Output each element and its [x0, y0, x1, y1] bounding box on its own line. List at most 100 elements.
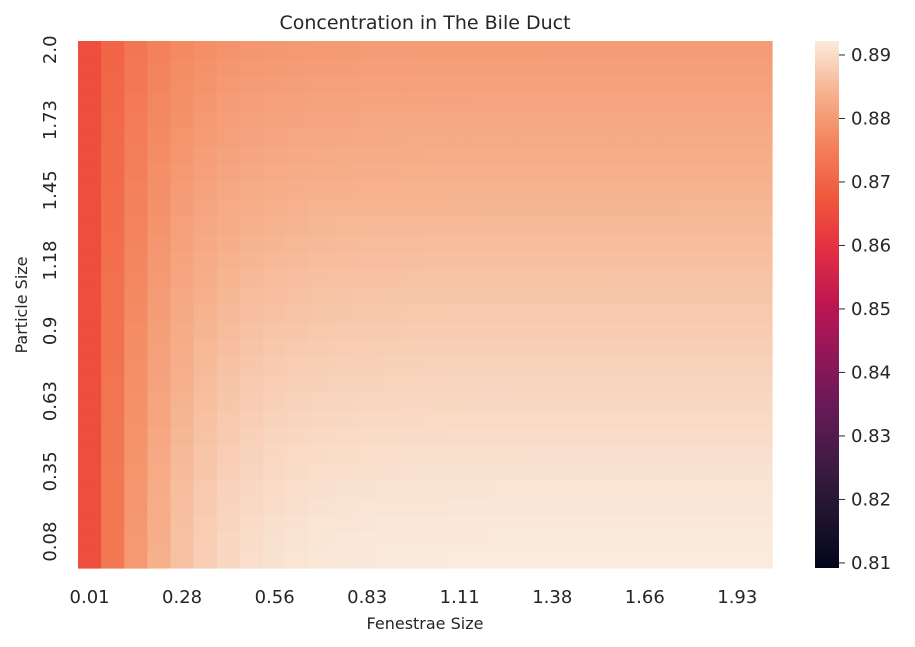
heatmap-cell [563, 445, 588, 464]
heatmap-cell [216, 374, 241, 393]
heatmap-cell [494, 234, 519, 253]
heatmap-cell [748, 497, 773, 516]
heatmap-cell [563, 163, 588, 183]
heatmap-cell [494, 427, 519, 446]
heatmap-cell [425, 128, 449, 147]
heatmap-cell [563, 550, 588, 569]
heatmap-cell [309, 462, 334, 481]
heatmap-cell [702, 181, 727, 200]
heatmap-cell [355, 286, 380, 306]
heatmap-cell [147, 322, 172, 341]
heatmap-cell [286, 41, 310, 60]
heatmap-cell [748, 374, 773, 393]
heatmap-cell [378, 480, 403, 499]
x-tick-label: 1.11 [440, 587, 480, 608]
heatmap-cell [586, 234, 611, 253]
heatmap-cell [78, 76, 102, 95]
heatmap-cell [216, 216, 241, 235]
heatmap-cell [679, 427, 704, 446]
heatmap-cell [610, 251, 634, 270]
heatmap-cell [725, 111, 750, 130]
heatmap-cell [263, 163, 287, 183]
heatmap-cell [147, 462, 172, 481]
heatmap-cell [216, 409, 241, 429]
heatmap-cell [263, 374, 287, 393]
heatmap-cell [633, 234, 657, 253]
heatmap-cell [702, 462, 727, 481]
colorbar-tick-label: 0.89 [851, 45, 891, 66]
heatmap-cell [309, 322, 334, 341]
heatmap-cell [702, 392, 727, 411]
heatmap-cell [401, 532, 426, 552]
heatmap-cell [216, 181, 241, 200]
heatmap-cell [517, 427, 542, 446]
heatmap-cell [332, 163, 357, 183]
heatmap-cell [586, 146, 611, 165]
colorbar-tick-label: 0.81 [851, 553, 891, 574]
heatmap-cell [517, 322, 542, 341]
heatmap-cell [124, 322, 148, 341]
heatmap-cell [448, 427, 472, 446]
heatmap-cell [263, 462, 287, 481]
heatmap-cell [170, 409, 195, 429]
heatmap-cell [448, 515, 472, 534]
heatmap-cell [656, 181, 681, 200]
heatmap-cell [355, 111, 380, 130]
heatmap-cell [586, 76, 611, 95]
heatmap-cell [309, 199, 334, 218]
heatmap-cell [748, 181, 773, 200]
heatmap-cell [309, 480, 334, 499]
y-axis-ticks: 0.08 0.35 0.63 0.9 1.18 1.45 1.73 2.0 [40, 35, 61, 561]
heatmap-cell [633, 41, 657, 60]
heatmap-cell [563, 480, 588, 499]
heatmap-cell [725, 199, 750, 218]
heatmap-cell [471, 409, 495, 429]
heatmap-cell [702, 234, 727, 253]
heatmap-cell [78, 163, 102, 183]
heatmap-cell [78, 286, 102, 306]
heatmap-cell [702, 409, 727, 429]
heatmap-cell [656, 216, 681, 235]
heatmap-cell [540, 515, 565, 534]
heatmap-cell [471, 286, 495, 306]
heatmap-cell [425, 515, 449, 534]
heatmap-cell [540, 374, 565, 393]
heatmap-cell [216, 234, 241, 253]
heatmap-cell [332, 497, 357, 516]
heatmap-cell [448, 234, 472, 253]
heatmap-cell [656, 41, 681, 60]
heatmap-cell [563, 409, 588, 429]
heatmap-cell [147, 41, 172, 60]
heatmap-cell [78, 269, 102, 288]
heatmap-cell [540, 269, 565, 288]
colorbar-tick-label: 0.88 [851, 108, 891, 129]
heatmap-cell [425, 181, 449, 200]
heatmap-cell [679, 550, 704, 569]
heatmap-cell [702, 532, 727, 552]
heatmap-cell [124, 269, 148, 288]
heatmap-cell [147, 374, 172, 393]
heatmap-cell [494, 58, 519, 77]
heatmap-cell [679, 269, 704, 288]
heatmap-cell [147, 216, 172, 235]
heatmap-cell [147, 286, 172, 306]
heatmap-cell [517, 339, 542, 358]
heatmap-cell [263, 550, 287, 569]
heatmap-cell [355, 41, 380, 60]
heatmap-cell [216, 41, 241, 60]
heatmap-cell [725, 163, 750, 183]
heatmap-cell [471, 462, 495, 481]
heatmap-cell [332, 251, 357, 270]
heatmap-cell [193, 374, 218, 393]
heatmap-cell [263, 357, 287, 376]
heatmap-cell [610, 409, 634, 429]
heatmap-cell [332, 392, 357, 411]
heatmap-cell [332, 374, 357, 393]
heatmap-cell [679, 146, 704, 165]
heatmap-cell [586, 41, 611, 60]
heatmap-cell [517, 181, 542, 200]
heatmap-cell [355, 550, 380, 569]
heatmap-cell [78, 392, 102, 411]
heatmap-cell [540, 480, 565, 499]
heatmap-cell [633, 550, 657, 569]
